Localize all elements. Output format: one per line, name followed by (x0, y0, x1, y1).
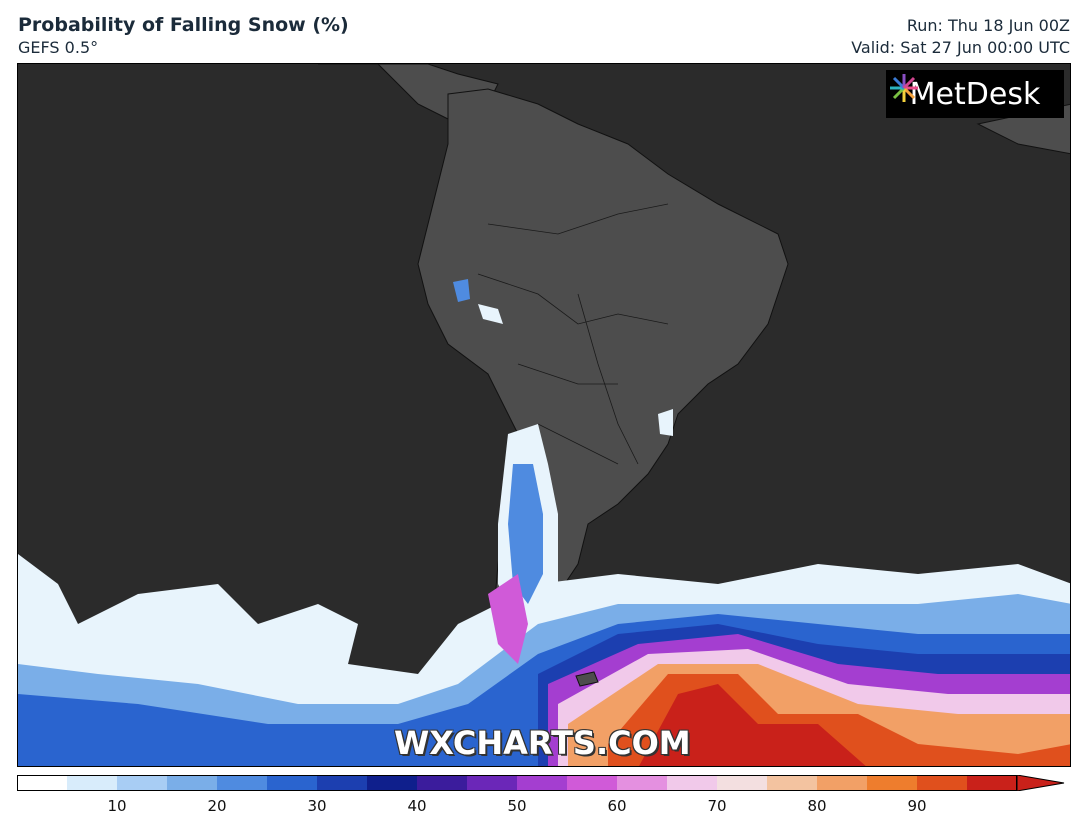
colorbar-segment (817, 775, 868, 791)
chart-title: Probability of Falling Snow (%) (18, 14, 349, 36)
colorbar-segment (867, 775, 918, 791)
colorbar-border (17, 775, 1017, 791)
metdesk-logo-text: MetDesk (909, 76, 1041, 112)
colorbar-tick-label: 60 (607, 797, 627, 815)
metdesk-burst-icon (890, 74, 918, 102)
colorbar-segment (317, 775, 368, 791)
colorbar-extend-arrow (1016, 775, 1065, 791)
colorbar-tick-label: 40 (407, 797, 427, 815)
colorbar-segment (17, 775, 68, 791)
colorbar-segment (167, 775, 218, 791)
colorbar (17, 775, 1065, 791)
colorbar-segment (467, 775, 518, 791)
peru-snow (453, 279, 470, 302)
colorbar-tick-label: 20 (207, 797, 227, 815)
colorbar-segment (267, 775, 318, 791)
model-label: GEFS 0.5° (18, 38, 99, 57)
colorbar-segment (617, 775, 668, 791)
colorbar-segment (917, 775, 968, 791)
colorbar-segment (417, 775, 468, 791)
colorbar-segment (217, 775, 268, 791)
map-canvas (18, 64, 1070, 766)
colorbar-tick-label: 90 (907, 797, 927, 815)
colorbar-tick-label: 30 (307, 797, 327, 815)
colorbar-tick-label: 50 (507, 797, 527, 815)
run-time: Run: Thu 18 Jun 00Z (906, 16, 1070, 35)
metdesk-logo: MetDesk (886, 70, 1064, 118)
brazil-snow (658, 409, 673, 436)
weather-map[interactable]: MetDesk WXCHARTS.COM (17, 63, 1071, 767)
andes-snow-blue (508, 464, 543, 604)
colorbar-tick-label: 70 (707, 797, 727, 815)
snow-core-red (639, 684, 866, 766)
wxcharts-watermark: WXCHARTS.COM (394, 724, 691, 762)
falklands-land (575, 671, 599, 687)
bolivia-snow (478, 304, 503, 324)
colorbar-segment (117, 775, 168, 791)
colorbar-segment (667, 775, 718, 791)
colorbar-tick-label: 10 (107, 797, 127, 815)
colorbar-segment (67, 775, 118, 791)
colorbar-segment (517, 775, 568, 791)
andes-snow-purple (488, 574, 528, 664)
colorbar-tick-label: 80 (807, 797, 827, 815)
colorbar-segment (717, 775, 768, 791)
colorbar-segment (767, 775, 818, 791)
colorbar-segment (567, 775, 618, 791)
colorbar-tick-labels: 10 20 30 40 50 60 70 80 90 (17, 797, 1065, 817)
colorbar-segment (367, 775, 418, 791)
valid-time: Valid: Sat 27 Jun 00:00 UTC (851, 38, 1070, 57)
colorbar-segment (967, 775, 1018, 791)
